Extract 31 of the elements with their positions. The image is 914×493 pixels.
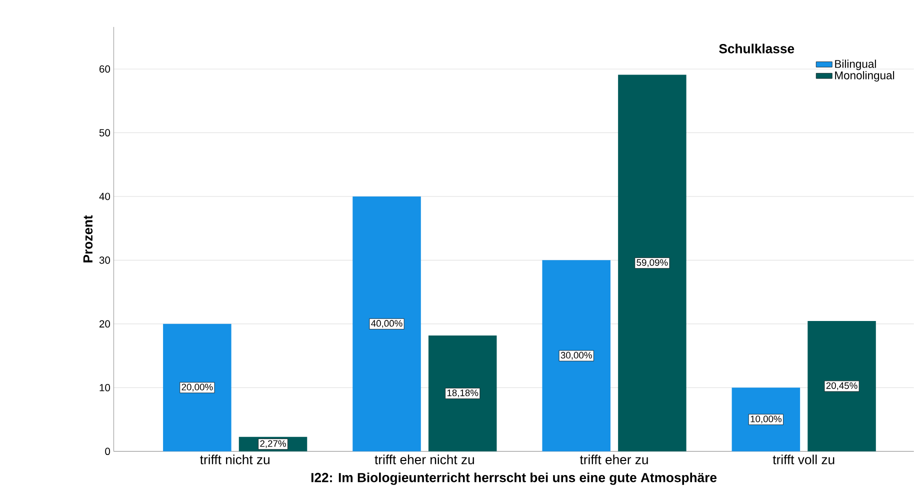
- legend-label: Bilingual: [835, 60, 876, 70]
- legend-label: Monolingual: [835, 71, 894, 82]
- bar: [542, 260, 610, 452]
- data-label: 20,45%: [826, 382, 858, 390]
- data-label: 10,00%: [750, 416, 782, 424]
- data-label: 30,00%: [560, 352, 592, 360]
- y-axis-title: Prozent: [83, 215, 93, 262]
- x-tick-label: trifft eher zu: [580, 454, 648, 464]
- bar: [618, 74, 686, 452]
- y-tick-label: 50: [99, 129, 110, 136]
- x-tick-label: trifft nicht zu: [200, 454, 270, 464]
- bar: [428, 336, 497, 452]
- y-tick-label: 60: [100, 65, 110, 73]
- bar: [732, 388, 800, 452]
- data-label: 2,27%: [260, 440, 286, 448]
- x-tick-label: trifft voll zu: [772, 454, 834, 464]
- x-tick-label: trifft eher nicht zu: [374, 454, 474, 464]
- x-axis-title: I22: Im Biologieunterricht herrscht bei uns eine gute Atmosphäre: [311, 472, 717, 485]
- data-label: 40,00%: [371, 320, 402, 328]
- legend-title: Schulklasse: [719, 44, 794, 54]
- bar: [352, 196, 421, 452]
- data-label: 59,09%: [636, 259, 668, 268]
- bar: [163, 324, 232, 452]
- data-label: 20,00%: [182, 384, 213, 392]
- y-tick-label: 20: [100, 320, 110, 328]
- data-label: 18,18%: [447, 390, 478, 398]
- bar: [808, 321, 876, 452]
- y-tick-label: 0: [105, 448, 110, 456]
- y-tick-label: 40: [99, 192, 110, 200]
- y-tick-label: 10: [100, 384, 110, 392]
- y-tick-label: 30: [99, 256, 110, 264]
